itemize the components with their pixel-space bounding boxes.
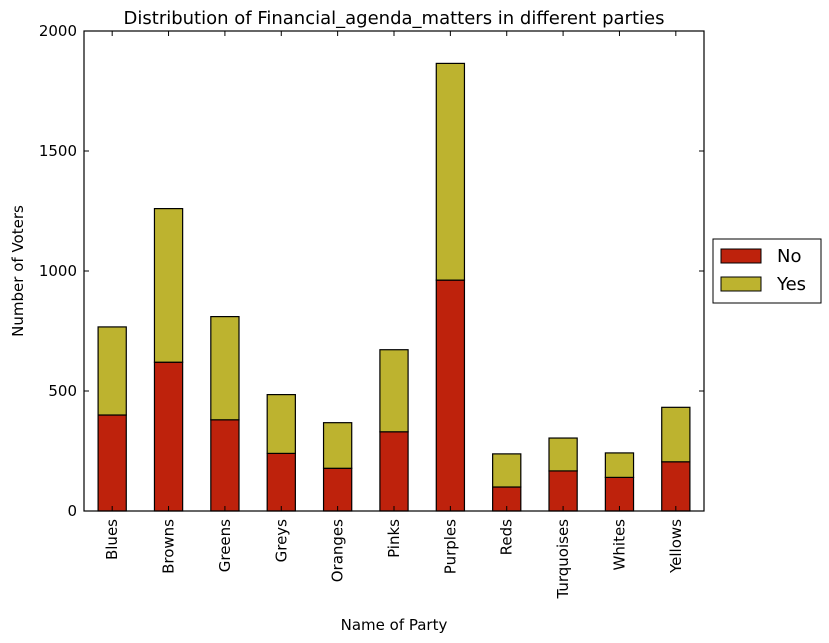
bar-no-pinks xyxy=(379,431,409,512)
bar-no-greens xyxy=(210,419,240,512)
x-tick-label-purples: Purples xyxy=(441,519,459,574)
bar-yes-whites xyxy=(604,452,635,479)
x-tick-label-reds: Reds xyxy=(498,519,516,555)
y-tick-label: 500 xyxy=(48,382,77,400)
y-tick-label: 1000 xyxy=(39,262,77,280)
bar-yes-purples xyxy=(435,62,466,281)
x-tick-label-turquoises: Turquoises xyxy=(554,519,572,600)
bar-no-greys xyxy=(266,452,296,512)
x-tick-label-greens: Greens xyxy=(216,519,234,572)
y-axis-label: Number of Voters xyxy=(9,205,27,337)
x-tick-label-blues: Blues xyxy=(103,519,121,560)
bar-yes-yellows xyxy=(661,406,691,463)
y-axis: 0 500 1000 1500 2000 xyxy=(39,22,704,520)
x-tick-label-browns: Browns xyxy=(160,519,178,574)
bar-no-blues xyxy=(97,414,127,512)
y-tick-label: 2000 xyxy=(39,22,77,40)
x-tick-label-yellows: Yellows xyxy=(667,519,685,574)
bars-layer xyxy=(97,62,691,512)
bar-no-turquoises xyxy=(548,470,578,512)
bar-no-yellows xyxy=(661,461,691,512)
x-tick-label-whites: Whites xyxy=(610,519,628,571)
x-tick-label-greys: Greys xyxy=(272,519,290,563)
bar-yes-pinks xyxy=(379,349,409,433)
bar-yes-blues xyxy=(97,326,127,416)
y-tick-label: 0 xyxy=(67,502,77,520)
bar-no-oranges xyxy=(322,467,353,512)
bar-yes-reds xyxy=(492,453,522,488)
bar-yes-oranges xyxy=(322,422,353,469)
legend-swatch-yes xyxy=(720,276,762,292)
y-tick-label: 1500 xyxy=(39,142,77,160)
bar-yes-greys xyxy=(266,394,296,455)
x-axis-label: Name of Party xyxy=(341,616,448,634)
bar-yes-turquoises xyxy=(548,437,578,472)
x-tick-label-oranges: Oranges xyxy=(329,519,347,582)
legend: No Yes xyxy=(712,238,822,304)
bar-no-browns xyxy=(153,361,184,512)
bar-yes-greens xyxy=(210,316,240,421)
legend-label-no: No xyxy=(777,246,801,267)
chart-title: Distribution of Financial_agenda_matters… xyxy=(124,8,665,29)
bar-no-purples xyxy=(435,279,466,512)
x-tick-label-pinks: Pinks xyxy=(385,519,403,558)
x-axis: Blues Browns Greens Greys Oranges Pinks Purple… xyxy=(103,31,685,600)
legend-label-yes: Yes xyxy=(776,274,806,295)
legend-swatch-no xyxy=(720,248,762,264)
bar-yes-browns xyxy=(153,208,184,363)
bar-no-whites xyxy=(604,476,635,512)
